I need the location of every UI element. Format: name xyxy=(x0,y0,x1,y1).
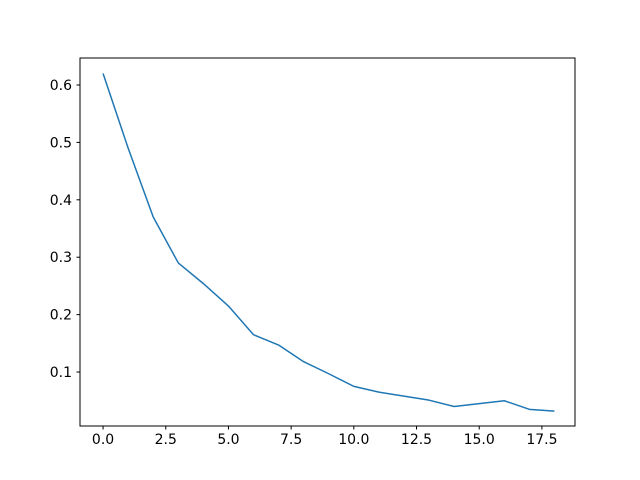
data-line-series-0 xyxy=(102,73,555,412)
axes-spines xyxy=(79,57,576,427)
plot-area xyxy=(80,58,575,426)
y-tick-label: 0.5 xyxy=(50,135,72,151)
y-tick-label: 0.4 xyxy=(50,193,72,209)
x-tick-label: 7.5 xyxy=(280,432,302,448)
y-tick-label: 0.3 xyxy=(50,250,72,266)
x-tick-label: 5.0 xyxy=(217,432,239,448)
x-tick-label: 10.0 xyxy=(338,432,369,448)
x-tick-label: 12.5 xyxy=(401,432,432,448)
x-tick-label: 2.5 xyxy=(155,432,177,448)
x-tick-label: 15.0 xyxy=(464,432,495,448)
x-tick-label: 17.5 xyxy=(526,432,557,448)
y-tick-label: 0.2 xyxy=(50,308,72,324)
y-tick-label: 0.6 xyxy=(50,78,72,94)
x-tick-label: 0.0 xyxy=(92,432,114,448)
y-tick-label: 0.1 xyxy=(50,365,72,381)
